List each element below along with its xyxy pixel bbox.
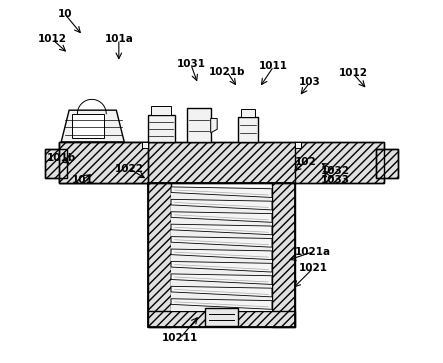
Bar bbox=[272, 183, 295, 327]
Bar bbox=[148, 183, 295, 327]
Text: 1021b: 1021b bbox=[209, 67, 245, 77]
Bar bbox=[148, 311, 295, 327]
Polygon shape bbox=[171, 199, 272, 210]
Text: 1032: 1032 bbox=[320, 166, 350, 176]
Bar bbox=[171, 187, 272, 311]
Text: 1021: 1021 bbox=[299, 263, 328, 273]
Polygon shape bbox=[171, 249, 272, 260]
Text: 101b: 101b bbox=[47, 153, 76, 163]
Polygon shape bbox=[171, 274, 272, 285]
Bar bbox=[59, 142, 384, 183]
Polygon shape bbox=[171, 187, 272, 197]
Bar bbox=[205, 307, 238, 326]
Bar bbox=[72, 114, 105, 138]
Text: 1022: 1022 bbox=[115, 164, 144, 174]
Bar bbox=[148, 115, 175, 142]
Text: 101: 101 bbox=[72, 175, 93, 185]
Text: 103: 103 bbox=[299, 77, 321, 87]
Polygon shape bbox=[171, 224, 272, 235]
Bar bbox=[377, 149, 398, 178]
Text: 10211: 10211 bbox=[162, 333, 198, 343]
Bar bbox=[59, 142, 148, 183]
Text: 1033: 1033 bbox=[320, 175, 350, 185]
Polygon shape bbox=[211, 118, 217, 133]
Bar bbox=[45, 149, 66, 178]
Text: 1012: 1012 bbox=[38, 34, 67, 44]
Bar bbox=[377, 149, 398, 178]
Text: 1011: 1011 bbox=[259, 61, 288, 71]
Text: 102: 102 bbox=[295, 157, 317, 167]
Polygon shape bbox=[171, 261, 272, 272]
Bar bbox=[295, 142, 301, 148]
Bar bbox=[148, 183, 171, 327]
Polygon shape bbox=[171, 237, 272, 247]
Bar bbox=[59, 142, 384, 183]
Polygon shape bbox=[171, 286, 272, 297]
Polygon shape bbox=[61, 110, 124, 142]
Text: 1021a: 1021a bbox=[295, 247, 331, 257]
Bar bbox=[238, 117, 257, 142]
Bar bbox=[187, 108, 211, 142]
Bar bbox=[142, 142, 148, 148]
Polygon shape bbox=[171, 212, 272, 222]
Bar bbox=[59, 142, 148, 183]
Bar bbox=[151, 106, 171, 115]
Bar bbox=[241, 109, 255, 117]
Text: 101a: 101a bbox=[105, 34, 133, 44]
Text: 10: 10 bbox=[58, 9, 72, 19]
Bar bbox=[45, 149, 66, 178]
Text: 1031: 1031 bbox=[176, 60, 206, 69]
Polygon shape bbox=[171, 299, 272, 309]
Text: 1012: 1012 bbox=[338, 69, 368, 78]
